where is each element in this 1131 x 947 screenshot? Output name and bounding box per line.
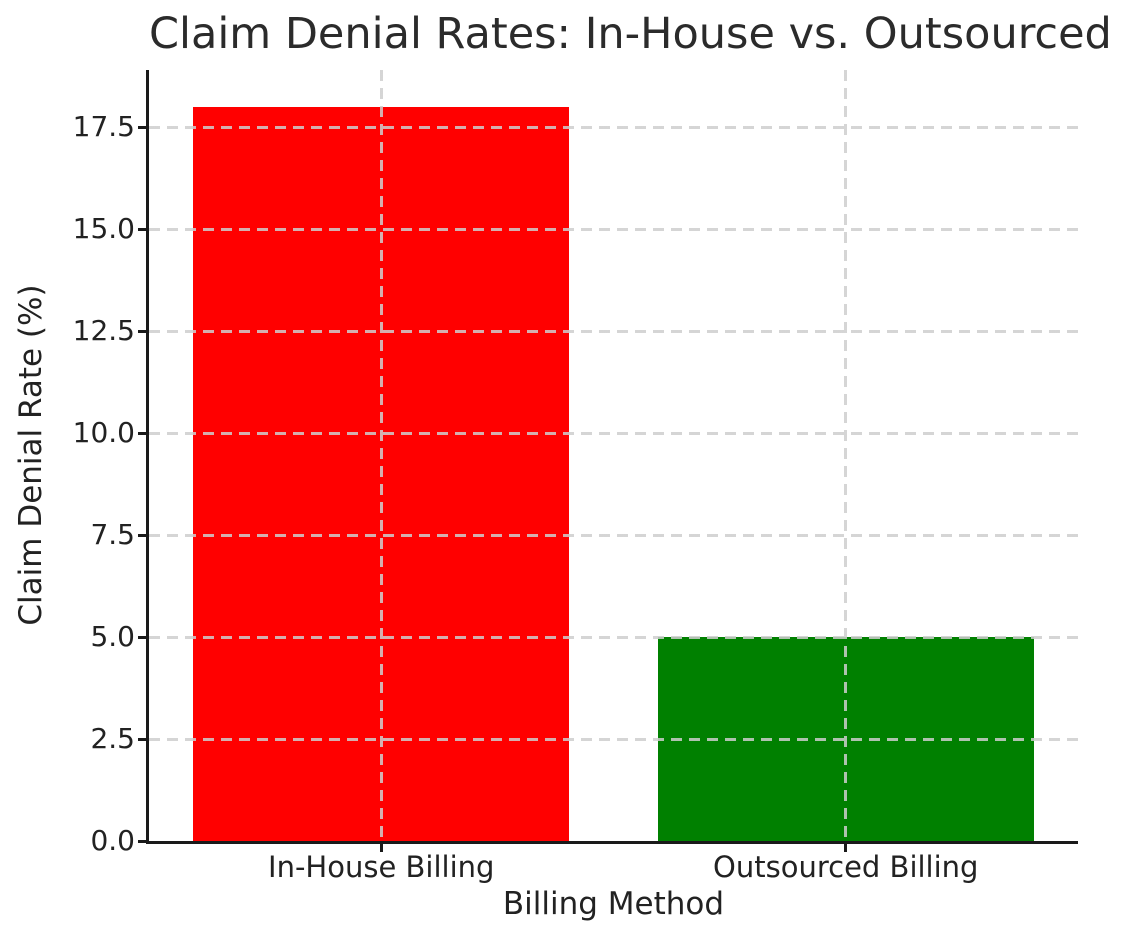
plot-area: 0.0 2.5 5.0 7.5 10.0 12.5 15.0 17.5 In-House Bil… bbox=[73, 70, 1078, 884]
y-tick-label: 15.0 bbox=[72, 211, 135, 245]
y-tick-label: 2.5 bbox=[90, 721, 135, 755]
h-gridline bbox=[149, 329, 1078, 333]
y-axis-spine bbox=[146, 70, 149, 844]
y-tick-mark bbox=[138, 839, 149, 843]
h-gridline bbox=[149, 533, 1078, 537]
y-tick-label: 10.0 bbox=[72, 415, 135, 449]
x-axis-spine bbox=[146, 841, 1078, 844]
y-tick-mark bbox=[138, 329, 149, 333]
h-gridline bbox=[149, 125, 1078, 129]
y-tick-mark bbox=[138, 431, 149, 435]
y-tick-mark bbox=[138, 635, 149, 639]
v-gridline bbox=[379, 70, 383, 841]
x-tick-label: In-House Billing bbox=[268, 850, 495, 884]
v-gridline bbox=[844, 70, 848, 841]
y-tick-mark bbox=[138, 533, 149, 537]
y-axis-label: Claim Denial Rate (%) bbox=[13, 284, 49, 626]
y-tick-mark bbox=[138, 227, 149, 231]
x-tick-label: Outsourced Billing bbox=[713, 850, 979, 884]
y-tick-mark bbox=[138, 737, 149, 741]
y-tick-label: 7.5 bbox=[90, 517, 135, 551]
x-axis-label: Billing Method bbox=[502, 886, 725, 922]
y-tick-mark bbox=[138, 125, 149, 129]
h-gridline bbox=[149, 635, 1078, 639]
y-tick-label: 12.5 bbox=[72, 313, 135, 347]
x-tick-mark bbox=[844, 841, 848, 852]
y-tick-label: 5.0 bbox=[90, 619, 135, 653]
y-tick-label: 17.5 bbox=[72, 109, 135, 143]
h-gridline bbox=[149, 431, 1078, 435]
chart-title: Claim Denial Rates: In-House vs. Outsour… bbox=[149, 9, 1112, 59]
h-gridline bbox=[149, 737, 1078, 741]
x-tick-mark bbox=[379, 841, 383, 852]
y-tick-label: 0.0 bbox=[90, 823, 135, 857]
h-gridline bbox=[149, 227, 1078, 231]
